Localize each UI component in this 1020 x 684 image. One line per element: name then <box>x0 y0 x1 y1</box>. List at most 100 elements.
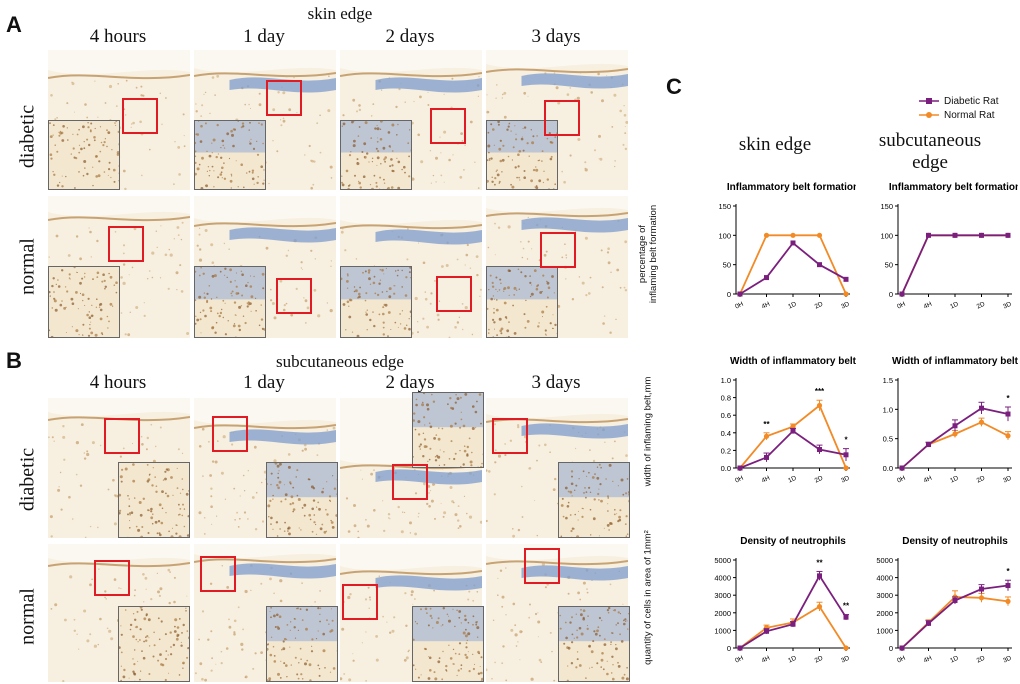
inset-magnified-b-diabetic-2 <box>266 462 338 538</box>
panel-letter-a: A <box>6 12 22 37</box>
series-line-diabetic <box>901 234 1008 295</box>
data-point-normal <box>1005 598 1011 604</box>
y-tick-label: 1.5 <box>883 376 893 385</box>
significance-label: ** <box>843 602 850 611</box>
data-point-diabetic <box>1005 583 1011 589</box>
x-tick-label: 1D <box>949 475 960 485</box>
section-a-col-4: 3 days <box>531 26 581 47</box>
chart-1: Inflammatory belt formation 0 50 100 150 0H 4H… <box>718 182 856 311</box>
y-tick-label: 0.0 <box>721 464 731 473</box>
inset-magnified-b-diabetic-4 <box>558 462 630 538</box>
chart-4: Width of inflammatory belt 0.0 0.5 1.0 1.5 0H… <box>883 356 1018 485</box>
x-tick-label: 4H <box>761 301 772 311</box>
y-tick-label: 0.4 <box>721 429 731 438</box>
section-b-col-1: 4 hours <box>89 372 147 393</box>
series-line-normal <box>739 605 847 649</box>
y-tick-label: 1000 <box>876 626 893 635</box>
section-b-title: subcutaneous edge <box>276 352 404 371</box>
x-tick-label: 1D <box>787 655 798 665</box>
data-point-normal <box>816 232 823 238</box>
data-point-normal <box>843 291 849 297</box>
data-point-diabetic <box>926 232 931 238</box>
legend-label-normal: Normal Rat <box>944 109 995 121</box>
inset-magnified-a-normal-1 <box>48 266 120 338</box>
x-tick-label: 4H <box>923 301 934 311</box>
significance-label: * <box>844 436 848 445</box>
x-tick-label: 1D <box>787 301 798 311</box>
y-tick-label: 0.2 <box>721 446 731 455</box>
y-tick-label: 50 <box>723 261 731 270</box>
significance-label: ** <box>816 558 823 567</box>
data-point-diabetic <box>737 291 743 297</box>
roi-box-b-normal-3 <box>342 584 378 620</box>
significance-label: ** <box>763 420 770 429</box>
data-point-diabetic <box>790 428 796 434</box>
y-tick-label: 4000 <box>876 574 893 583</box>
y-tick-label: 4000 <box>714 574 731 583</box>
legend-item-diabetic: Diabetic Rat <box>918 94 998 108</box>
data-point-diabetic <box>979 405 984 411</box>
significance-label: * <box>1006 394 1010 403</box>
chart-5: Density of neutrophils 0 1000 2000 3000 4000 5… <box>714 536 851 665</box>
y-tick-label: 0.5 <box>883 435 893 444</box>
inset-magnified-a-diabetic-2 <box>194 120 266 190</box>
data-point-diabetic <box>737 465 743 471</box>
x-tick-label: 4H <box>923 655 934 665</box>
y-tick-label: 0 <box>727 290 731 299</box>
roi-box-a-diabetic-2 <box>266 80 302 116</box>
section-b-row-normal: normal <box>16 588 39 645</box>
roi-box-b-normal-1 <box>94 560 130 596</box>
series-line-normal <box>739 404 847 469</box>
series-line-diabetic <box>901 407 1009 469</box>
data-point-diabetic <box>817 447 822 453</box>
data-point-diabetic <box>952 423 958 429</box>
section-a-col-2: 1 day <box>243 26 285 47</box>
y-tick-label: 5000 <box>876 556 893 565</box>
x-tick-label: 1D <box>949 301 960 311</box>
data-point-diabetic <box>790 621 796 627</box>
inset-magnified-b-normal-3 <box>412 606 484 682</box>
roi-box-b-normal-4 <box>524 548 560 584</box>
y-tick-label: 0 <box>889 644 893 653</box>
data-point-diabetic <box>926 442 931 448</box>
y-tick-label: 1.0 <box>883 405 893 414</box>
roi-box-b-diabetic-2 <box>212 416 248 452</box>
x-tick-label: 4H <box>761 475 772 485</box>
y-tick-label: 2000 <box>876 609 893 618</box>
x-tick-label: 2D <box>814 655 825 665</box>
section-b-col-4: 3 days <box>531 372 581 393</box>
inset-magnified-b-normal-2 <box>266 606 338 682</box>
chart-title: Density of neutrophils <box>902 536 1008 547</box>
y-tick-label: 0.0 <box>883 464 893 473</box>
data-point-normal <box>816 402 823 409</box>
legend-marker-diabetic <box>919 98 939 104</box>
legend-label-diabetic: Diabetic Rat <box>944 95 999 107</box>
roi-box-a-diabetic-3 <box>430 108 466 144</box>
panel-letter-b: B <box>6 348 22 373</box>
x-tick-label: 1D <box>787 475 798 485</box>
series-line-diabetic <box>739 241 847 295</box>
x-tick-label: 0H <box>734 475 745 485</box>
data-point-normal <box>790 232 796 238</box>
y-tick-label: 0.6 <box>721 411 731 420</box>
data-point-diabetic <box>764 275 769 281</box>
roi-box-b-normal-2 <box>200 556 236 592</box>
inset-magnified-b-diabetic-3 <box>412 392 484 468</box>
x-tick-label: 0H <box>896 655 907 665</box>
section-a-col-1: 4 hours <box>89 26 147 47</box>
data-point-diabetic <box>979 586 984 592</box>
panel-c-col-subcutaneous-edge: subcutaneous edge <box>878 130 982 173</box>
x-tick-label: 0H <box>896 475 907 485</box>
data-point-normal <box>816 604 823 610</box>
section-b-row-diabetic: diabetic <box>16 447 39 512</box>
y-tick-label: 3000 <box>714 591 731 600</box>
section-b-col-2: 1 day <box>243 372 285 393</box>
chart-title: Inflammatory belt formation <box>889 182 1018 193</box>
x-tick-label: 2D <box>976 301 987 311</box>
inset-magnified-a-normal-3 <box>340 266 412 338</box>
x-tick-label: 2D <box>814 301 825 311</box>
data-point-normal <box>763 433 770 439</box>
x-tick-label: 4H <box>761 655 772 665</box>
y-tick-label: 0 <box>727 644 731 653</box>
data-point-diabetic <box>790 240 796 246</box>
